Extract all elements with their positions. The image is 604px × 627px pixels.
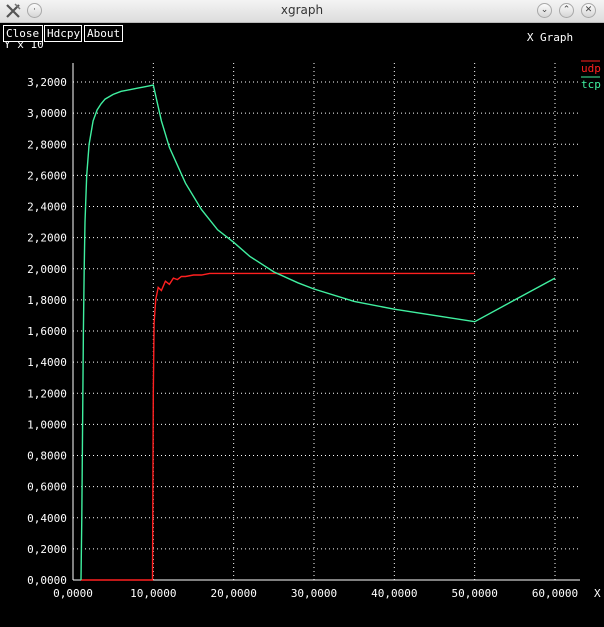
y-tick-label: 0,2000	[27, 543, 67, 556]
chart-canvas: 0,0000 10,0000 20,0000 30,0000 40,0000 50,000…	[4, 31, 601, 600]
x-tick-label: 20,0000	[210, 587, 256, 600]
y-tick-label: 0,6000	[27, 481, 67, 494]
about-button[interactable]: About	[84, 25, 123, 42]
close-button[interactable]: Close	[3, 25, 43, 42]
x-tick-label: 50,0000	[451, 587, 497, 600]
series-line-tcp	[80, 84, 556, 581]
minimize-button[interactable]: ⌄	[537, 3, 552, 18]
maximize-button[interactable]: ⌃	[559, 3, 574, 18]
legend-label-tcp: tcp	[581, 78, 601, 91]
y-tick-label: 0,8000	[27, 450, 67, 463]
x-axis-label: X	[594, 587, 601, 600]
legend-label-udp: udp	[581, 62, 601, 75]
x-tick-label: 10,0000	[130, 587, 176, 600]
plot-area: 0,0000 10,0000 20,0000 30,0000 40,0000 50,000…	[0, 23, 604, 627]
app-icon	[6, 3, 21, 18]
y-tick-label: 3,0000	[27, 107, 67, 120]
y-tick-label: 1,8000	[27, 294, 67, 307]
y-tick-label: 1,2000	[27, 387, 67, 400]
titlebar: · xgraph ⌄ ⌃ ✕	[0, 0, 604, 23]
y-tick-label: 1,0000	[27, 418, 67, 431]
x-tick-label: 30,0000	[291, 587, 337, 600]
close-window-button[interactable]: ✕	[581, 3, 596, 18]
y-tick-label: 0,4000	[27, 512, 67, 525]
y-tick-label: 2,2000	[27, 232, 67, 245]
y-tick-label: 2,8000	[27, 138, 67, 151]
x-tick-label: 40,0000	[371, 587, 417, 600]
y-tick-label: 2,0000	[27, 263, 67, 276]
y-tick-label: 1,4000	[27, 356, 67, 369]
window-title: xgraph	[280, 3, 324, 17]
x-tick-label: 60,0000	[532, 587, 578, 600]
x-tick-label: 0,0000	[53, 587, 93, 600]
y-tick-label: 2,6000	[27, 169, 67, 182]
chart-title: X Graph	[527, 31, 573, 44]
window-menu-button[interactable]: ·	[27, 3, 42, 18]
y-tick-label: 3,2000	[27, 76, 67, 89]
y-tick-label: 0,0000	[27, 574, 67, 587]
hdcpy-button[interactable]: Hdcpy	[44, 25, 82, 42]
series-line-udp	[81, 272, 475, 581]
y-tick-label: 1,6000	[27, 325, 67, 338]
y-tick-label: 2,4000	[27, 201, 67, 214]
